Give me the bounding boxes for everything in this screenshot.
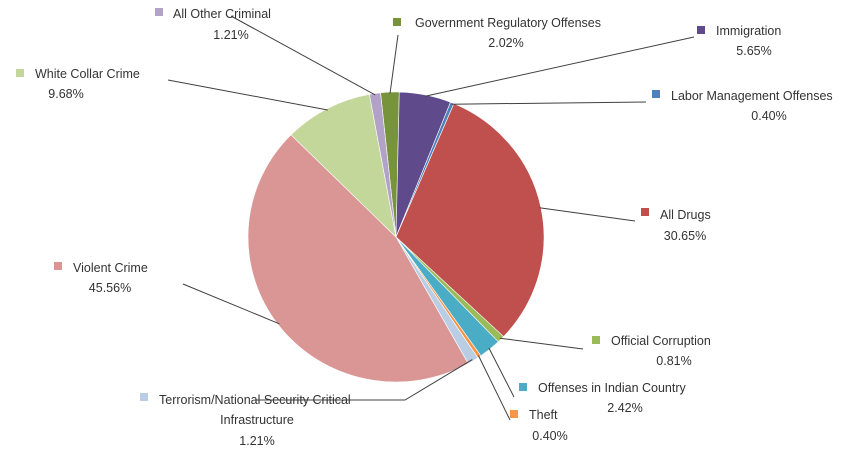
label-government-regulatory-offenses: Government Regulatory Offenses bbox=[415, 16, 601, 30]
value-terrorism-national-security-critical-infrastructure: 1.21% bbox=[239, 434, 274, 448]
value-official-corruption: 0.81% bbox=[656, 354, 691, 368]
swatch-terrorism-national-security-critical-infrastructure bbox=[140, 393, 148, 401]
label-immigration: Immigration bbox=[716, 24, 781, 38]
swatch-immigration bbox=[697, 26, 705, 34]
slice-violent-crime bbox=[247, 134, 469, 383]
pie-slices bbox=[247, 91, 545, 383]
value-all-other-criminal: 1.21% bbox=[213, 28, 248, 42]
value-immigration: 5.65% bbox=[736, 44, 771, 58]
label-terrorism-national-security-critical-infrastructure-line2: Infrastructure bbox=[220, 413, 294, 427]
slice-all-other-criminal bbox=[369, 92, 397, 238]
leader-line-all-other-criminal bbox=[230, 15, 376, 96]
value-labor-management-offenses: 0.40% bbox=[751, 109, 786, 123]
value-all-drugs: 30.65% bbox=[664, 229, 706, 243]
leader-lines bbox=[167, 15, 695, 421]
leader-line-terrorism-national-security-critical-infrastructure bbox=[255, 359, 473, 401]
swatch-white-collar-crime bbox=[16, 69, 24, 77]
label-official-corruption: Official Corruption bbox=[611, 334, 711, 348]
value-government-regulatory-offenses: 2.02% bbox=[488, 36, 523, 50]
leader-line-offenses-in-indian-country bbox=[488, 347, 515, 398]
label-violent-crime: Violent Crime bbox=[73, 261, 148, 275]
leader-line-labor-management-offenses bbox=[451, 101, 647, 105]
leader-line-all-drugs bbox=[539, 207, 636, 222]
label-terrorism-national-security-critical-infrastructure: Terrorism/National Security Critical bbox=[159, 393, 351, 407]
leader-line-government-regulatory-offenses bbox=[389, 34, 399, 94]
value-offenses-in-indian-country: 2.42% bbox=[607, 401, 642, 415]
leader-line-immigration bbox=[424, 36, 695, 97]
swatch-official-corruption bbox=[592, 336, 600, 344]
swatch-all-drugs bbox=[641, 208, 649, 216]
swatch-government-regulatory-offenses bbox=[393, 18, 401, 26]
value-white-collar-crime: 9.68% bbox=[48, 87, 83, 101]
label-all-drugs: All Drugs bbox=[660, 208, 711, 222]
label-all-other-criminal: All Other Criminal bbox=[173, 7, 271, 21]
swatch-theft bbox=[510, 410, 518, 418]
swatch-all-other-criminal bbox=[155, 8, 163, 16]
value-theft: 0.40% bbox=[532, 429, 567, 443]
value-violent-crime: 45.56% bbox=[89, 281, 131, 295]
label-theft: Theft bbox=[529, 408, 558, 422]
leader-line-theft bbox=[478, 355, 511, 421]
label-white-collar-crime: White Collar Crime bbox=[35, 67, 140, 81]
swatch-violent-crime bbox=[54, 262, 62, 270]
label-labor-management-offenses: Labor Management Offenses bbox=[671, 89, 833, 103]
leader-line-violent-crime bbox=[182, 283, 280, 325]
label-offenses-in-indian-country: Offenses in Indian Country bbox=[538, 381, 687, 395]
swatch-offenses-in-indian-country bbox=[519, 383, 527, 391]
slice-labels: Government Regulatory Offenses 2.02% Immig… bbox=[16, 7, 833, 448]
leader-line-white-collar-crime bbox=[167, 79, 328, 111]
swatch-labor-management-offenses bbox=[652, 90, 660, 98]
leader-line-official-corruption bbox=[499, 337, 584, 350]
slice-white-collar-crime bbox=[290, 94, 397, 238]
